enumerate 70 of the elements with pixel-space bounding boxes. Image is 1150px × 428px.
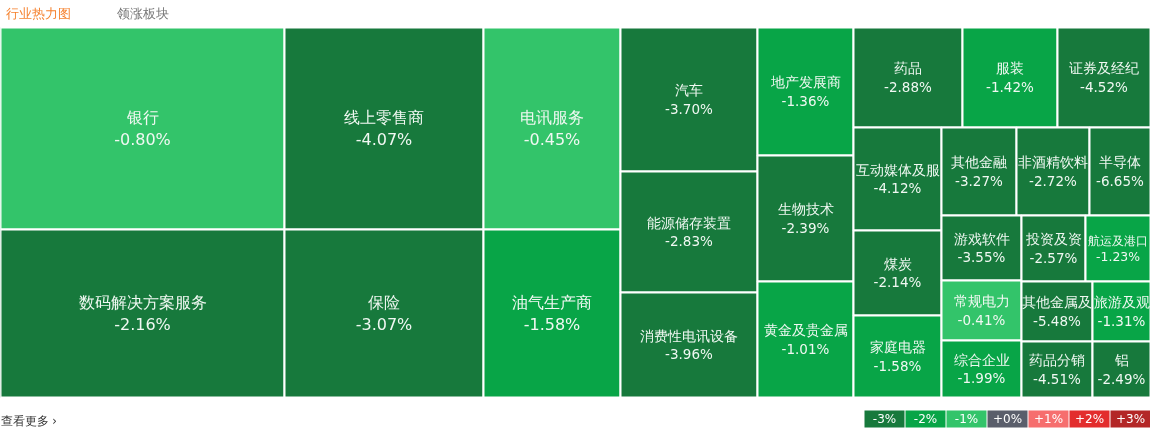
- data-label: -3.55%: [957, 249, 1006, 266]
- category-label: 保险: [368, 293, 400, 313]
- category-label: 电讯服务: [520, 108, 584, 128]
- data-label: -1.31%: [1097, 312, 1146, 329]
- data-label: -2.16%: [114, 314, 171, 334]
- category-label: 家庭电器: [869, 339, 926, 356]
- category-label: 综合企业: [953, 351, 1010, 368]
- data-label: -1.36%: [781, 92, 830, 109]
- data-label: -4.51%: [1033, 370, 1082, 387]
- data-label: -3.07%: [355, 314, 413, 334]
- category-label: 半导体: [1099, 154, 1141, 171]
- text: 领涨板块: [116, 6, 169, 21]
- data-label: -0.41%: [957, 311, 1006, 328]
- data-label: +2%: [1074, 412, 1105, 426]
- data-label: +0%: [992, 412, 1023, 426]
- category-label: 游戏软件: [953, 230, 1010, 247]
- data-label: -1.23%: [1096, 249, 1141, 265]
- category-label: 生物技术: [777, 201, 834, 218]
- category-label: 其他金融: [951, 154, 1007, 171]
- data-label: -2%: [913, 412, 938, 426]
- category-label: 药品分销: [1029, 352, 1085, 369]
- data-label: -2.83%: [665, 233, 714, 250]
- category-label: 航运及港口: [1088, 232, 1148, 248]
- data-label: -3.96%: [665, 346, 714, 363]
- category-label: 消费性电讯设备: [640, 327, 738, 344]
- category-label: 煤炭: [883, 255, 912, 272]
- data-label: -4.07%: [355, 129, 413, 149]
- data-label: -1.58%: [523, 314, 581, 334]
- data-label: +3%: [1115, 412, 1146, 426]
- category-label: 服装: [996, 60, 1024, 77]
- data-label: -3.70%: [665, 100, 714, 117]
- data-label: -4.52%: [1080, 78, 1129, 95]
- data-label: -5.48%: [1033, 312, 1082, 329]
- category-label: 汽车: [675, 82, 703, 99]
- category-label: 油气生产商: [512, 293, 592, 313]
- data-label: -2.57%: [1029, 249, 1078, 266]
- data-label: -2.72%: [1029, 172, 1078, 189]
- data-label: -1.99%: [957, 370, 1006, 387]
- category-label: 常规电力: [953, 293, 1010, 310]
- category-label: 线上零售商: [344, 108, 424, 128]
- text: 查看更多 ›: [0, 413, 57, 428]
- category-label: 能源储存装置: [647, 214, 731, 231]
- category-label: 互动媒体及服: [855, 161, 940, 178]
- category-label: 银行: [125, 108, 159, 128]
- data-label: -2.49%: [1097, 370, 1146, 387]
- category-label: 数码解决方案服务: [78, 293, 207, 313]
- data-label: -6.65%: [1096, 172, 1145, 189]
- data-label: -1%: [954, 412, 979, 426]
- category-label: 投资及资: [1024, 231, 1082, 248]
- data-label: -4.12%: [873, 180, 922, 197]
- category-label: 地产发展商: [769, 74, 841, 91]
- data-label: -1.42%: [986, 78, 1035, 95]
- category-label: 黄金及贵金属: [763, 322, 848, 339]
- data-label: -1.58%: [873, 357, 922, 374]
- category-label: 铝: [1113, 352, 1129, 369]
- data-label: -1.01%: [781, 340, 830, 357]
- category-label: 旅游及观: [1093, 294, 1150, 311]
- data-label: -2.39%: [781, 219, 830, 236]
- data-label: -2.88%: [884, 78, 933, 95]
- data-label: -0.45%: [523, 129, 581, 149]
- text: 行业热力图: [5, 6, 71, 21]
- data-label: +1%: [1033, 412, 1064, 426]
- category-label: 证券及经纪: [1069, 60, 1139, 77]
- data-label: -3%: [872, 412, 897, 426]
- data-label: -3.27%: [955, 172, 1004, 189]
- category-label: 其他金属及: [1022, 294, 1092, 311]
- category-label: 非酒精饮料: [1018, 154, 1088, 171]
- data-label: -2.14%: [873, 274, 922, 291]
- category-label: 药品: [894, 60, 922, 77]
- data-label: -0.80%: [114, 129, 171, 149]
